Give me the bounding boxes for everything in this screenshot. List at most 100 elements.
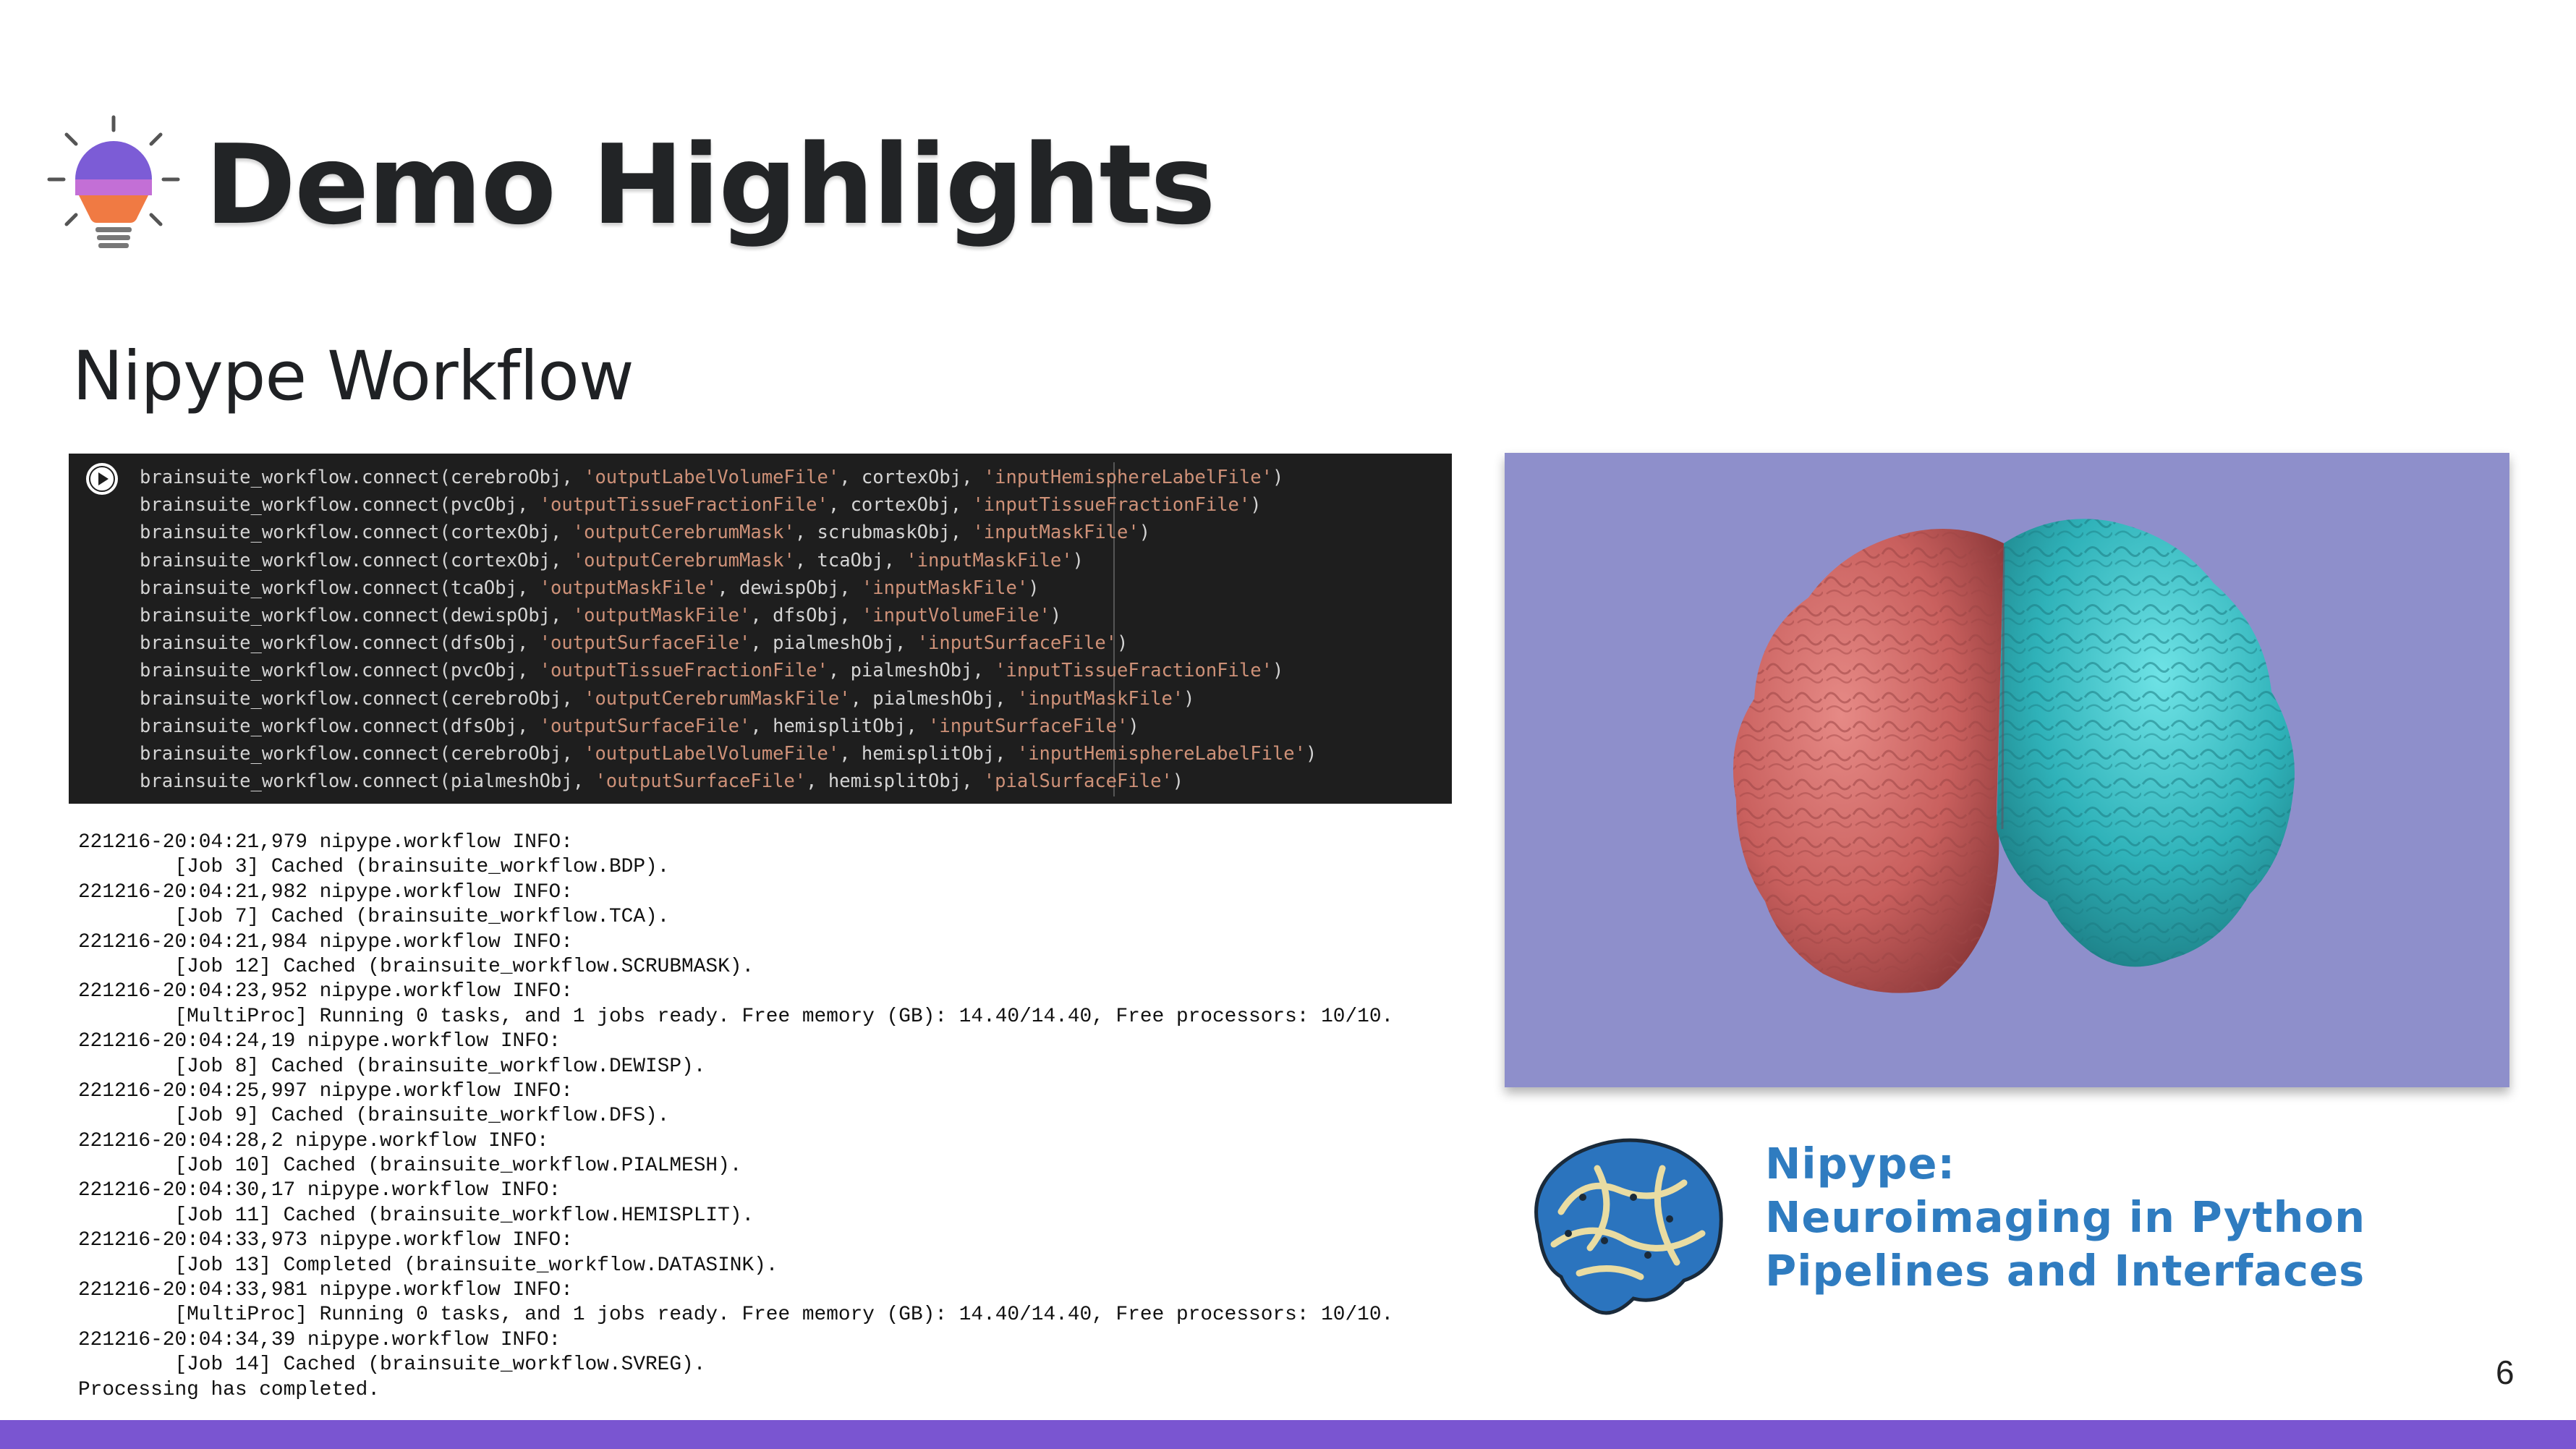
code-text: )	[1172, 770, 1184, 793]
code-string: 'inputTissueFractionFile'	[972, 494, 1251, 517]
code-text: )	[1306, 742, 1317, 765]
log-line: Processing has completed.	[78, 1378, 381, 1401]
code-string: 'inputTissueFractionFile'	[995, 660, 1272, 682]
left-hemisphere	[1733, 529, 2004, 993]
code-text: brainsuite_workflow.connect(pvcObj,	[140, 660, 540, 682]
code-text: brainsuite_workflow.connect(tcaObj,	[140, 577, 540, 599]
code-string: 'outputTissueFractionFile'	[539, 494, 828, 517]
right-hemisphere	[1997, 519, 2295, 967]
code-line: brainsuite_workflow.connect(cerebroObj, …	[140, 685, 1317, 713]
code-line: brainsuite_workflow.connect(cortexObj, '…	[140, 519, 1317, 546]
code-text: , tcaObj,	[794, 549, 906, 571]
code-line: brainsuite_workflow.connect(cerebroObj, …	[140, 740, 1317, 768]
log-line: 221216-20:04:30,17 nipype.workflow INFO:	[78, 1179, 561, 1202]
code-cell: brainsuite_workflow.connect(cerebroObj, …	[69, 454, 1452, 804]
code-text: )	[1139, 522, 1151, 544]
play-icon	[88, 464, 116, 493]
log-line: 221216-20:04:34,39 nipype.workflow INFO:	[78, 1328, 561, 1351]
code-text: , cortexObj,	[839, 467, 984, 488]
title-icon	[45, 109, 182, 264]
log-line: 221216-20:04:23,952 nipype.workflow INFO…	[78, 980, 573, 1003]
code-string: 'inputSurfaceFile'	[928, 715, 1128, 737]
code-string: 'outputSurfaceFile'	[539, 715, 751, 737]
code-text: , cortexObj,	[828, 494, 973, 517]
code-text: , pialmeshObj,	[750, 632, 917, 655]
code-string: 'outputCerebrumMaskFile'	[584, 687, 851, 710]
code-text: )	[1072, 549, 1084, 571]
run-cell-button[interactable]	[86, 463, 118, 495]
code-text: , dewispObj,	[717, 577, 862, 599]
page-number: 6	[2496, 1354, 2515, 1391]
code-lines[interactable]: brainsuite_workflow.connect(cerebroObj, …	[140, 464, 1317, 795]
log-line: [Job 13] Completed (brainsuite_workflow.…	[78, 1254, 778, 1277]
code-text: )	[1272, 467, 1284, 488]
code-text: brainsuite_workflow.connect(pialmeshObj,	[140, 770, 595, 793]
code-line: brainsuite_workflow.connect(cortexObj, '…	[140, 547, 1317, 574]
code-text: brainsuite_workflow.connect(cerebroObj,	[140, 467, 585, 488]
log-line: 221216-20:04:28,2 nipype.workflow INFO:	[78, 1129, 549, 1152]
log-line: [Job 3] Cached (brainsuite_workflow.BDP)…	[78, 856, 670, 879]
section-subtitle: Nipype Workflow	[72, 337, 634, 416]
log-line: [Job 8] Cached (brainsuite_workflow.DEWI…	[78, 1055, 706, 1078]
code-string: 'outputCerebrumMask'	[572, 522, 795, 544]
code-text: )	[1128, 715, 1139, 737]
code-text: )	[1250, 494, 1262, 517]
code-string: 'inputMaskFile'	[906, 549, 1073, 571]
cell-output-log: 221216-20:04:21,979 nipype.workflow INFO…	[78, 830, 1393, 1403]
code-string: 'inputMaskFile'	[1016, 687, 1184, 710]
code-string: 'outputSurfaceFile'	[595, 770, 807, 793]
nipype-tagline: Nipype: Neuroimaging in Python Pipelines…	[1765, 1137, 2365, 1298]
nipype-brain-python-logo	[1534, 1138, 1723, 1315]
code-text: brainsuite_workflow.connect(dfsObj,	[140, 632, 540, 655]
code-text: )	[1028, 577, 1040, 599]
code-string: 'inputSurfaceFile'	[917, 632, 1118, 655]
code-text: , hemisplitObj,	[839, 742, 1017, 765]
log-line: [MultiProc] Running 0 tasks, and 1 jobs …	[78, 1005, 1394, 1028]
code-line: brainsuite_workflow.connect(pialmeshObj,…	[140, 768, 1317, 795]
code-string: 'inputMaskFile'	[972, 522, 1139, 544]
log-line: [Job 14] Cached (brainsuite_workflow.SVR…	[78, 1354, 706, 1377]
code-text: brainsuite_workflow.connect(dewispObj,	[140, 604, 573, 626]
log-line: [Job 11] Cached (brainsuite_workflow.HEM…	[78, 1204, 754, 1227]
brain-surface-render	[1505, 453, 2509, 1087]
code-text: , hemisplitObj,	[750, 715, 929, 737]
nipype-tagline-line-3: Pipelines and Interfaces	[1765, 1246, 2365, 1296]
code-string: 'outputLabelVolumeFile'	[584, 467, 840, 488]
log-line: 221216-20:04:25,997 nipype.workflow INFO…	[78, 1079, 573, 1102]
log-line: 221216-20:04:21,984 nipype.workflow INFO…	[78, 930, 573, 953]
log-line: [Job 10] Cached (brainsuite_workflow.PIA…	[78, 1155, 742, 1178]
nipype-tagline-line-1: Nipype:	[1765, 1139, 1956, 1189]
code-text: brainsuite_workflow.connect(pvcObj,	[140, 494, 540, 517]
code-text: , hemisplitObj,	[806, 770, 984, 793]
lightbulb-icon	[47, 115, 180, 248]
code-string: 'outputTissueFractionFile'	[539, 660, 828, 682]
code-line: brainsuite_workflow.connect(pvcObj, 'out…	[140, 657, 1317, 684]
code-text: brainsuite_workflow.connect(dfsObj,	[140, 715, 540, 737]
log-line: [Job 12] Cached (brainsuite_workflow.SCR…	[78, 955, 754, 978]
log-line: 221216-20:04:33,981 nipype.workflow INFO…	[78, 1279, 573, 1302]
code-text: , scrubmaskObj,	[794, 522, 973, 544]
code-line: brainsuite_workflow.connect(dfsObj, 'out…	[140, 713, 1317, 740]
code-string: 'outputCerebrumMask'	[572, 549, 795, 571]
log-line: 221216-20:04:33,973 nipype.workflow INFO…	[78, 1229, 573, 1252]
text-cursor-guide	[1113, 462, 1115, 796]
code-string: 'outputMaskFile'	[539, 577, 718, 599]
log-line: 221216-20:04:21,982 nipype.workflow INFO…	[78, 880, 573, 904]
log-line: [Job 9] Cached (brainsuite_workflow.DFS)…	[78, 1105, 670, 1128]
log-line: 221216-20:04:24,19 nipype.workflow INFO:	[78, 1030, 561, 1053]
code-text: brainsuite_workflow.connect(cortexObj,	[140, 549, 573, 571]
code-string: 'outputLabelVolumeFile'	[584, 742, 840, 765]
code-text: , pialmeshObj,	[850, 687, 1017, 710]
code-line: brainsuite_workflow.connect(pvcObj, 'out…	[140, 491, 1317, 519]
page-title: Demo Highlights	[205, 121, 1216, 249]
code-text: , pialmeshObj,	[828, 660, 995, 682]
code-text: )	[1117, 632, 1128, 655]
code-string: 'inputHemisphereLabelFile'	[983, 467, 1272, 488]
log-line: [MultiProc] Running 0 tasks, and 1 jobs …	[78, 1304, 1394, 1327]
code-string: 'inputVolumeFile'	[861, 604, 1050, 626]
code-string: 'outputMaskFile'	[572, 604, 751, 626]
nipype-logo	[1510, 1125, 1735, 1327]
code-line: brainsuite_workflow.connect(tcaObj, 'out…	[140, 574, 1317, 602]
code-string: 'inputMaskFile'	[861, 577, 1029, 599]
code-text: , dfsObj,	[750, 604, 862, 626]
